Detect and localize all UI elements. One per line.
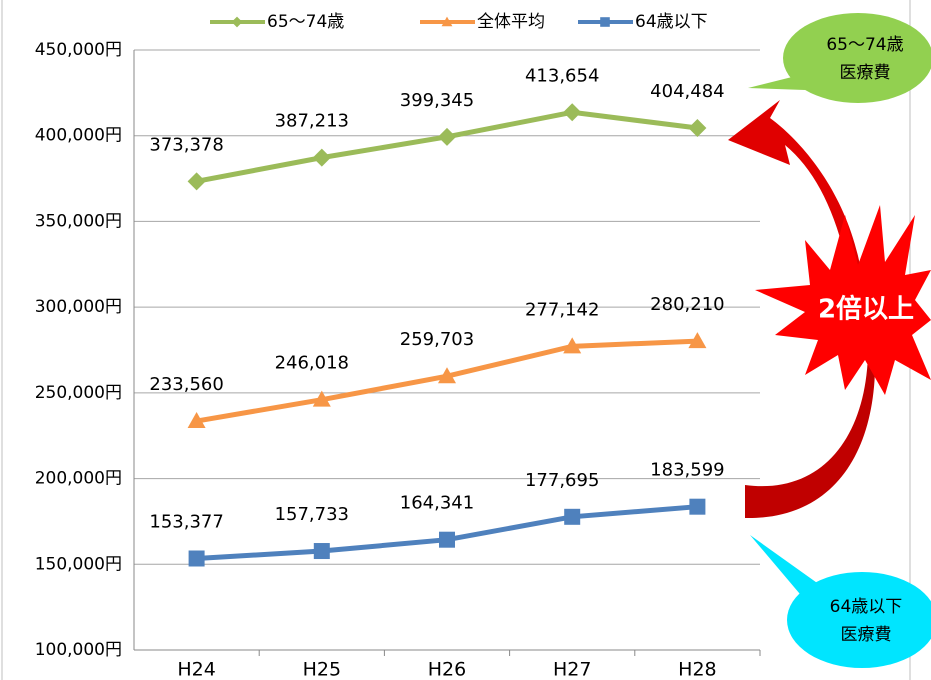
value-label: 246,018 <box>275 353 349 374</box>
marker <box>438 127 456 146</box>
marker <box>188 550 205 567</box>
value-label: 153,377 <box>149 511 223 532</box>
value-label: 183,599 <box>650 460 724 481</box>
marker <box>564 508 581 525</box>
annotation: 2倍以上 <box>818 294 914 325</box>
x-tick-label: H24 <box>177 659 215 680</box>
y-tick-label: 450,000円 <box>35 40 122 60</box>
legend-marker <box>600 17 610 27</box>
arrow <box>745 352 876 519</box>
y-tick-label: 400,000円 <box>35 126 122 146</box>
y-tick-label: 150,000円 <box>35 554 122 574</box>
value-label: 157,733 <box>275 504 349 525</box>
value-label: 277,142 <box>525 299 599 320</box>
marker <box>438 367 456 384</box>
x-tick-label: H25 <box>303 659 341 680</box>
marker <box>187 412 206 429</box>
legend-label: 64歳以下 <box>635 12 708 32</box>
value-label: 373,378 <box>149 134 223 155</box>
marker <box>688 332 707 349</box>
marker <box>312 390 331 407</box>
x-tick-label: H27 <box>553 659 591 680</box>
marker <box>563 337 582 354</box>
annotation: 医療費 <box>841 625 892 645</box>
marker <box>689 498 706 515</box>
annotation: 65〜74歳 <box>826 35 903 55</box>
value-label: 233,560 <box>149 374 223 395</box>
marker <box>312 148 331 167</box>
x-tick-label: H26 <box>428 659 466 680</box>
value-label: 399,345 <box>400 90 474 111</box>
y-tick-label: 250,000円 <box>35 383 122 403</box>
value-label: 387,213 <box>275 111 349 132</box>
marker <box>313 543 330 560</box>
marker <box>563 103 582 122</box>
value-label: 413,654 <box>525 65 599 86</box>
bubble-tail <box>750 535 820 600</box>
legend-label: 65〜74歳 <box>267 12 344 32</box>
bubble-tail <box>748 75 805 90</box>
value-label: 404,484 <box>650 81 724 102</box>
x-tick-label: H28 <box>678 659 716 680</box>
y-tick-label: 100,000円 <box>35 640 122 660</box>
annotation: 64歳以下 <box>830 597 903 617</box>
marker <box>688 119 707 138</box>
y-tick-label: 350,000円 <box>35 211 122 231</box>
arrow <box>728 100 860 268</box>
annotation: 医療費 <box>840 63 891 83</box>
y-tick-label: 200,000円 <box>35 469 122 489</box>
value-label: 164,341 <box>400 493 474 514</box>
marker <box>187 172 206 191</box>
legend-marker <box>441 16 453 27</box>
legend-label: 全体平均 <box>477 12 545 32</box>
value-label: 259,703 <box>400 329 474 350</box>
y-tick-label: 300,000円 <box>35 297 122 317</box>
bubble <box>787 572 931 668</box>
value-label: 177,695 <box>525 470 599 491</box>
marker <box>439 531 455 548</box>
bubble <box>783 13 931 103</box>
value-label: 280,210 <box>650 294 724 315</box>
starburst <box>755 205 931 395</box>
